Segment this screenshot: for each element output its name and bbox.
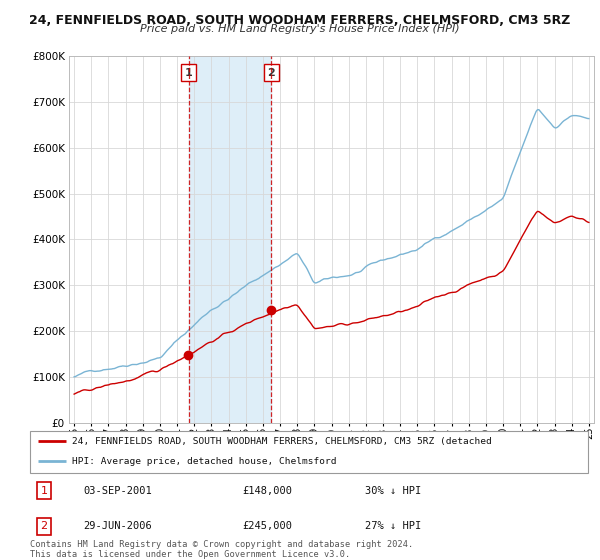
Text: 1: 1	[185, 68, 193, 77]
Text: 30% ↓ HPI: 30% ↓ HPI	[365, 486, 421, 496]
Text: 27% ↓ HPI: 27% ↓ HPI	[365, 521, 421, 531]
Text: 29-JUN-2006: 29-JUN-2006	[83, 521, 152, 531]
Text: 1: 1	[40, 486, 47, 496]
Bar	[188, 56, 271, 423]
Text: £148,000: £148,000	[242, 486, 292, 496]
Text: Contains HM Land Registry data © Crown copyright and database right 2024.
This d: Contains HM Land Registry data © Crown c…	[30, 540, 413, 559]
Text: 2: 2	[268, 68, 275, 77]
Text: 03-SEP-2001: 03-SEP-2001	[83, 486, 152, 496]
FancyBboxPatch shape	[30, 431, 588, 473]
Text: Price paid vs. HM Land Registry's House Price Index (HPI): Price paid vs. HM Land Registry's House …	[140, 24, 460, 34]
Text: 2: 2	[40, 521, 47, 531]
Text: HPI: Average price, detached house, Chelmsford: HPI: Average price, detached house, Chel…	[72, 457, 337, 466]
Text: 24, FENNFIELDS ROAD, SOUTH WOODHAM FERRERS, CHELMSFORD, CM3 5RZ: 24, FENNFIELDS ROAD, SOUTH WOODHAM FERRE…	[29, 14, 571, 27]
Text: 24, FENNFIELDS ROAD, SOUTH WOODHAM FERRERS, CHELMSFORD, CM3 5RZ (detached: 24, FENNFIELDS ROAD, SOUTH WOODHAM FERRE…	[72, 437, 491, 446]
Text: £245,000: £245,000	[242, 521, 292, 531]
